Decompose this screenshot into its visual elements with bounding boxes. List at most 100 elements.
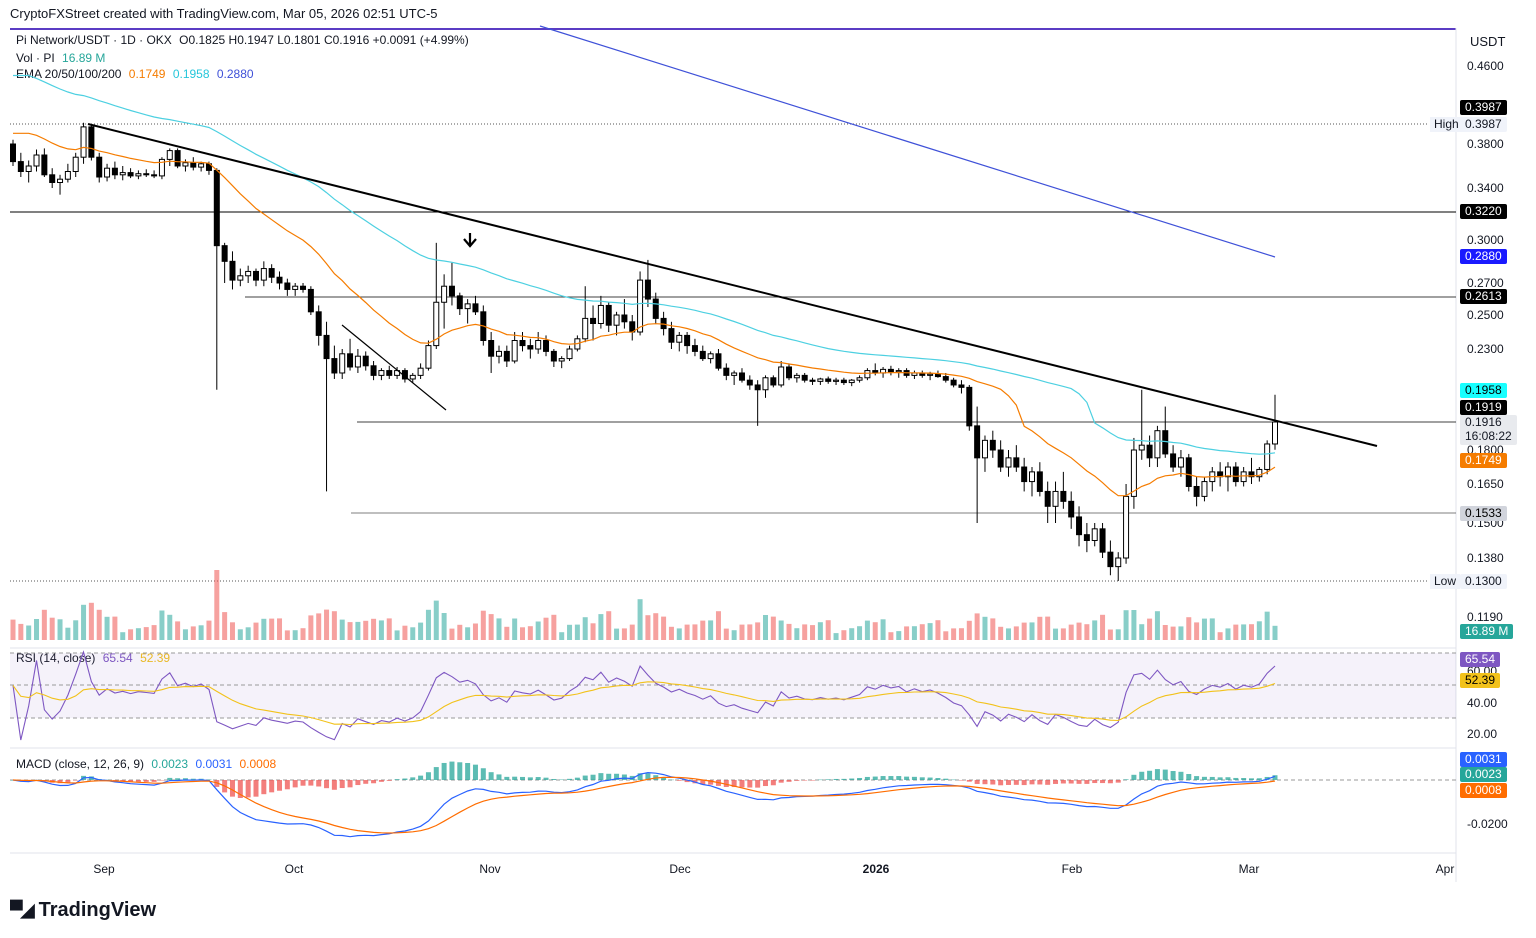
candle-body xyxy=(1272,421,1278,445)
volume-bar xyxy=(833,633,839,640)
volume-bar xyxy=(41,609,47,640)
volume-bar xyxy=(1060,628,1066,640)
macd-legend[interactable]: MACD (close, 12, 26, 9) 0.0023 0.0031 0.… xyxy=(16,757,280,771)
candle-body xyxy=(778,366,785,386)
volume-bar xyxy=(402,625,408,640)
candle-body xyxy=(1232,466,1239,483)
volume-bar xyxy=(433,600,439,640)
candle-body xyxy=(1083,534,1090,542)
volume-bar xyxy=(190,626,196,640)
macd-tag: 0.0031 xyxy=(1460,752,1507,767)
candle-body xyxy=(527,345,534,350)
candle-body xyxy=(934,373,941,378)
candle-body xyxy=(746,379,753,386)
volume-bar xyxy=(1170,626,1176,640)
candle-body xyxy=(833,379,840,382)
macd-histogram-bar xyxy=(684,780,690,783)
macd-histogram-bar xyxy=(841,778,847,780)
candle-body xyxy=(543,340,550,352)
macd-histogram-bar xyxy=(410,777,416,780)
macd-histogram-bar xyxy=(1045,780,1051,785)
volume-bar xyxy=(778,620,784,640)
candle-body xyxy=(793,374,800,379)
macd-histogram-bar xyxy=(1241,778,1247,780)
ema-legend[interactable]: EMA 20/50/100/200 0.1749 0.1958 0.2880 xyxy=(16,67,258,81)
candle-body xyxy=(1185,457,1192,487)
volume-bar xyxy=(692,624,698,640)
x-label-dec: Dec xyxy=(669,862,691,876)
candle-body xyxy=(1013,457,1020,468)
macd-histogram-bar xyxy=(1092,780,1098,784)
candle-body xyxy=(644,279,651,300)
volume-bar xyxy=(316,613,322,640)
top-accent-line xyxy=(10,28,1456,30)
macd-histogram-bar xyxy=(457,762,463,780)
macd-histogram-bar xyxy=(833,778,839,780)
current-price: 0.1916 xyxy=(1465,415,1502,429)
macd-histogram-bar xyxy=(786,780,792,782)
volume-bar xyxy=(472,623,478,640)
price-tick: 0.4600 xyxy=(1467,59,1504,73)
macd-histogram-bar xyxy=(65,780,71,783)
macd-histogram-bar xyxy=(849,778,855,780)
tradingview-logo[interactable]: ▀◢ TradingView xyxy=(10,899,156,922)
macd-histogram-bar xyxy=(73,780,79,781)
volume-bar xyxy=(237,629,243,640)
volume-bar xyxy=(1092,620,1098,640)
candle-body xyxy=(817,378,824,382)
volume-legend[interactable]: Vol · PI 16.89 M xyxy=(16,51,109,65)
volume-bar xyxy=(1186,617,1192,640)
volume-bar xyxy=(974,613,980,640)
candle-body xyxy=(96,156,103,178)
macd-signal-tag: 0.0008 xyxy=(1460,783,1507,798)
volume-bar xyxy=(927,623,933,640)
macd-histogram-bar xyxy=(1068,780,1074,784)
volume-bar xyxy=(1100,614,1106,640)
x-label-sep: Sep xyxy=(93,862,115,876)
macd-histogram-bar xyxy=(394,779,400,780)
vol-value: 16.89 M xyxy=(62,51,106,65)
macd-histogram-bar xyxy=(277,780,283,791)
volume-bar xyxy=(637,599,643,640)
candle-countdown: 16:08:22 xyxy=(1465,429,1512,443)
volume-bar xyxy=(135,628,141,640)
volume-bar xyxy=(786,623,792,640)
volume-bar xyxy=(81,604,87,640)
macd-histogram-bar xyxy=(794,780,800,781)
candle-body xyxy=(503,350,510,362)
macd-hist-value: 0.0023 xyxy=(151,757,189,771)
volume-bar xyxy=(300,628,306,640)
macd-histogram-bar xyxy=(1021,780,1027,786)
candle-body xyxy=(1138,444,1145,451)
macd-histogram-bar xyxy=(1162,769,1168,780)
macd-histogram-bar xyxy=(1084,780,1090,784)
volume-bar xyxy=(904,626,910,640)
macd-histogram-bar xyxy=(1060,780,1066,784)
vol-label: Vol · PI xyxy=(16,51,55,65)
candle-body xyxy=(72,156,79,172)
candle-body xyxy=(621,314,628,323)
macd-signal-value: 0.0008 xyxy=(239,757,277,771)
volume-bar xyxy=(386,618,392,640)
volume-bar xyxy=(355,621,361,640)
ema100-value: 0.2880 xyxy=(216,67,254,81)
volume-bar xyxy=(1084,624,1090,640)
macd-histogram-bar xyxy=(864,776,870,780)
volume-bar xyxy=(755,622,761,640)
volume-bar xyxy=(284,630,290,640)
low-label: Low xyxy=(1430,574,1461,589)
candle-body xyxy=(268,268,275,278)
candle-body xyxy=(417,367,424,376)
volume-bar xyxy=(551,614,557,640)
volume-bar xyxy=(1131,610,1137,640)
volume-bar xyxy=(65,627,71,640)
volume-bar xyxy=(802,624,808,640)
volume-bar xyxy=(1021,622,1027,640)
symbol-legend[interactable]: Pi Network/USDT · 1D · OKX O0.1825 H0.19… xyxy=(16,33,473,47)
volume-bar xyxy=(527,626,533,640)
macd-histogram-bar xyxy=(645,773,651,780)
price-tick: 0.1380 xyxy=(1467,551,1504,565)
candle-body xyxy=(111,167,118,176)
price-tick: 0.1190 xyxy=(1467,610,1503,624)
